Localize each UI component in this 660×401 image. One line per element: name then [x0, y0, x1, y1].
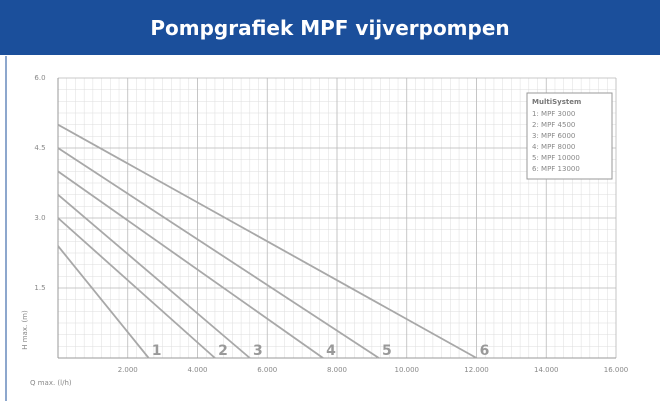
y-tick-label: 6.0 — [34, 74, 45, 82]
pump-curve — [57, 193, 251, 359]
pump-curve — [57, 123, 477, 359]
pump-curve — [57, 147, 380, 359]
legend-entry: 4: MPF 8000 — [532, 143, 575, 151]
pump-curve — [57, 170, 324, 359]
curve-label: 3 — [253, 343, 263, 359]
x-tick-label: 16.000 — [604, 366, 629, 374]
x-tick-label: 10.000 — [395, 366, 420, 374]
legend-entry: 5: MPF 10000 — [532, 154, 580, 162]
legend-entry: 1: MPF 3000 — [532, 110, 575, 118]
x-tick-label: 6.000 — [257, 366, 277, 374]
header-title: Pompgrafiek MPF vijverpompen — [0, 0, 660, 55]
legend-entry: 3: MPF 6000 — [532, 132, 575, 140]
pump-curve — [57, 245, 150, 359]
y-axis-label: H max. (m) — [21, 310, 29, 350]
pump-curve — [57, 217, 216, 359]
legend-title: MultiSystem — [532, 98, 581, 106]
legend-entry: 6: MPF 13000 — [532, 165, 580, 173]
curve-label: 1 — [152, 343, 162, 359]
y-tick-label: 1.5 — [34, 284, 45, 292]
x-tick-label: 4.000 — [187, 366, 207, 374]
legend-entry: 2: MPF 4500 — [532, 121, 575, 129]
curve-label: 2 — [218, 343, 228, 359]
curve-label: 5 — [382, 343, 392, 359]
legend-box — [526, 92, 613, 180]
curve-label: 6 — [480, 343, 490, 359]
x-tick-label: 14.000 — [534, 366, 559, 374]
y-tick-label: 3.0 — [34, 214, 45, 222]
curve-label: 4 — [326, 343, 336, 359]
y-tick-label: 4.5 — [34, 144, 45, 152]
x-tick-label: 8.000 — [327, 366, 347, 374]
x-tick-label: 12.000 — [464, 366, 489, 374]
x-tick-label: 2.000 — [118, 366, 138, 374]
x-axis-label: Q max. (l/h) — [30, 379, 72, 387]
